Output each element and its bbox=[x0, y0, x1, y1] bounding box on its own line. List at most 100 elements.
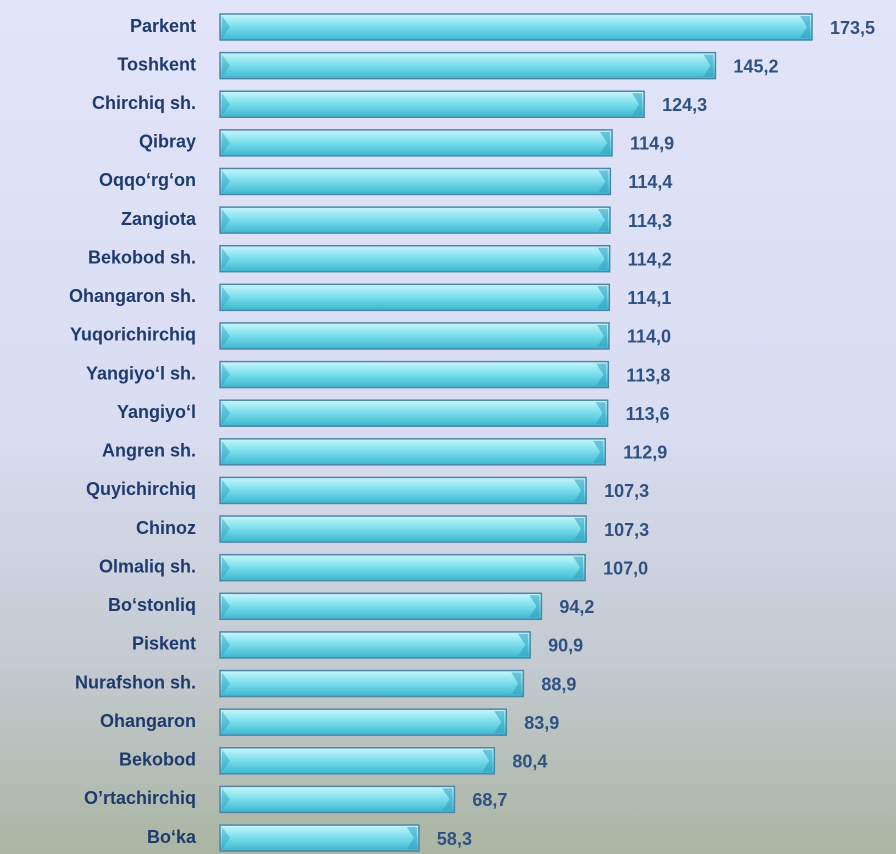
category-label: Olmaliq sh. bbox=[99, 556, 196, 576]
bar-end-bevel bbox=[573, 556, 584, 579]
category-label: O’rtachirchiq bbox=[84, 788, 196, 808]
bar bbox=[219, 708, 508, 736]
category-label: Toshkent bbox=[117, 54, 196, 74]
bar-end-bevel bbox=[482, 749, 493, 772]
value-label: 107,3 bbox=[604, 481, 649, 501]
bar-start-bevel bbox=[222, 827, 230, 850]
category-label: Angren sh. bbox=[102, 441, 196, 461]
value-label: 124,3 bbox=[662, 95, 707, 115]
value-label: 94,2 bbox=[559, 597, 594, 617]
bar-start-bevel bbox=[222, 247, 230, 270]
bar-start-bevel bbox=[222, 479, 230, 502]
category-label: Ohangaron sh. bbox=[69, 286, 196, 306]
value-label: 107,3 bbox=[604, 520, 649, 540]
value-label: 114,4 bbox=[628, 172, 672, 192]
category-label: Bekobod sh. bbox=[88, 247, 196, 267]
bar-end-bevel bbox=[632, 93, 643, 116]
bar-end-bevel bbox=[598, 209, 609, 232]
category-label: Ohangaron bbox=[100, 711, 196, 731]
value-label: 173,5 bbox=[830, 18, 875, 38]
bar-start-bevel bbox=[222, 749, 230, 772]
bar-end-bevel bbox=[518, 633, 529, 656]
category-label: Yuqorichirchiq bbox=[70, 325, 196, 345]
category-label: Bekobod bbox=[119, 750, 196, 770]
bar-start-bevel bbox=[222, 54, 230, 77]
bar bbox=[219, 476, 587, 505]
value-label: 113,6 bbox=[626, 404, 670, 424]
bar-start-bevel bbox=[222, 324, 230, 347]
bar-start-bevel bbox=[222, 170, 230, 193]
value-label: 80,4 bbox=[512, 752, 547, 772]
bar bbox=[219, 438, 606, 466]
bar-end-bevel bbox=[597, 247, 608, 270]
bar-start-bevel bbox=[222, 16, 230, 38]
category-label: Quyichirchiq bbox=[86, 479, 196, 499]
category-label: Qibray bbox=[139, 132, 196, 152]
value-label: 114,9 bbox=[630, 134, 674, 154]
value-label: 113,8 bbox=[626, 365, 670, 385]
bar bbox=[219, 322, 610, 350]
bar-start-bevel bbox=[222, 363, 230, 386]
bar-start-bevel bbox=[222, 402, 230, 425]
bar bbox=[219, 244, 611, 273]
category-label: Piskent bbox=[132, 634, 196, 654]
category-label: Yangiyo‘l bbox=[117, 402, 196, 422]
bar-end-bevel bbox=[442, 788, 453, 811]
bar bbox=[219, 283, 611, 312]
bar bbox=[219, 13, 813, 41]
category-label: Chinoz bbox=[136, 518, 196, 538]
bar-start-bevel bbox=[222, 595, 230, 618]
bar-end-bevel bbox=[596, 363, 607, 386]
bar-end-bevel bbox=[406, 827, 417, 850]
value-label: 112,9 bbox=[623, 443, 667, 463]
category-label: Nurafshon sh. bbox=[75, 672, 196, 692]
bar bbox=[219, 515, 587, 543]
bar bbox=[219, 631, 531, 659]
bar bbox=[219, 747, 496, 775]
bar-end-bevel bbox=[574, 518, 585, 541]
bar-end-bevel bbox=[574, 479, 585, 502]
bar bbox=[219, 51, 717, 80]
bar bbox=[219, 206, 611, 234]
value-label: 114,2 bbox=[628, 249, 672, 269]
value-label: 114,0 bbox=[627, 327, 671, 347]
bar bbox=[219, 592, 543, 621]
bar-end-bevel bbox=[703, 54, 714, 77]
value-label: 114,3 bbox=[628, 211, 672, 231]
bar-start-bevel bbox=[222, 788, 230, 811]
bar-start-bevel bbox=[222, 286, 230, 309]
bar-end-bevel bbox=[596, 324, 607, 347]
bar bbox=[219, 90, 645, 118]
bar-start-bevel bbox=[222, 131, 230, 154]
bar bbox=[219, 669, 525, 698]
bar-end-bevel bbox=[800, 16, 810, 38]
value-label: 58,3 bbox=[437, 829, 472, 849]
bar-start-bevel bbox=[222, 672, 230, 695]
bar-end-bevel bbox=[598, 170, 609, 193]
bar bbox=[219, 167, 612, 196]
bar-start-bevel bbox=[222, 711, 230, 734]
bar bbox=[219, 785, 456, 814]
category-label: Chirchiq sh. bbox=[92, 93, 196, 113]
category-label: Bo‘stonliq bbox=[108, 595, 196, 615]
category-label: Parkent bbox=[130, 16, 196, 36]
category-label: Zangiota bbox=[121, 209, 197, 229]
value-label: 68,7 bbox=[472, 790, 507, 810]
bar bbox=[219, 360, 610, 389]
bar-start-bevel bbox=[222, 209, 230, 232]
bar bbox=[219, 824, 420, 852]
value-label: 83,9 bbox=[524, 713, 559, 733]
value-label: 107,0 bbox=[603, 558, 648, 578]
bar bbox=[219, 553, 586, 582]
bar-end-bevel bbox=[593, 440, 604, 463]
bar-end-bevel bbox=[511, 672, 522, 695]
value-label: 114,1 bbox=[627, 288, 671, 308]
bar-start-bevel bbox=[222, 93, 230, 116]
bar-end-bevel bbox=[600, 131, 611, 154]
bar-end-bevel bbox=[595, 402, 606, 425]
bar-end-bevel bbox=[529, 595, 540, 618]
category-label: Bo‘ka bbox=[147, 827, 197, 847]
bar bbox=[219, 399, 609, 427]
